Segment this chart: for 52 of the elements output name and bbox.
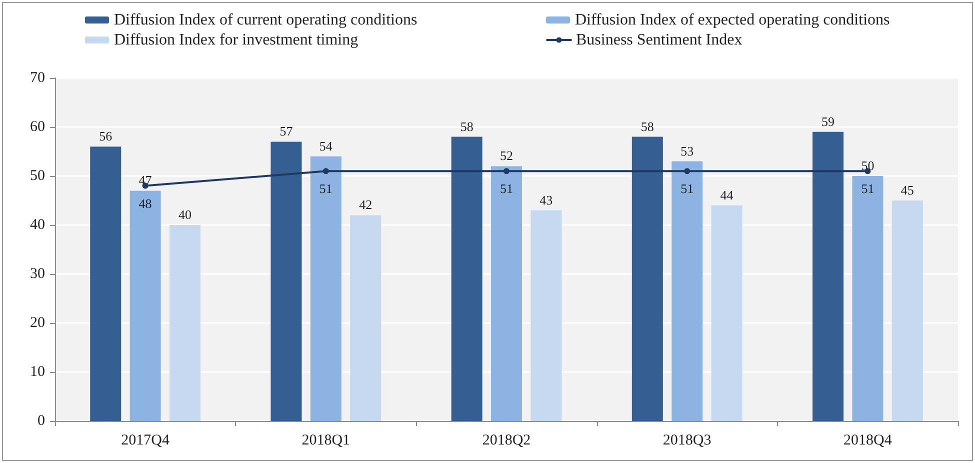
bar — [350, 215, 382, 421]
data-label: 50 — [861, 158, 874, 173]
data-label: 51 — [680, 181, 694, 196]
x-tick-label: 2018Q4 — [844, 432, 892, 448]
bar — [270, 142, 302, 421]
bar — [451, 136, 482, 421]
data-label: 53 — [680, 143, 694, 158]
legend-label: Diffusion Index of expected operating conditions — [575, 12, 890, 28]
y-tick-label: 50 — [30, 168, 45, 184]
y-tick-label: 70 — [30, 70, 45, 86]
y-tick-label: 30 — [30, 266, 45, 282]
legend-label: Business Sentiment Index — [576, 32, 742, 48]
bar — [812, 132, 844, 421]
bar — [892, 200, 923, 421]
bar — [169, 225, 200, 421]
data-label: 54 — [319, 138, 333, 154]
bar — [130, 190, 161, 421]
bar — [310, 156, 342, 421]
bar — [90, 146, 122, 421]
x-tick-label: 2018Q3 — [662, 432, 712, 448]
data-label: 51 — [319, 181, 332, 196]
y-tick-label: 60 — [30, 119, 45, 135]
bar — [491, 166, 522, 421]
y-tick-label: 40 — [30, 217, 45, 233]
data-label: 48 — [138, 196, 152, 211]
data-label: 44 — [720, 187, 734, 202]
bar — [852, 176, 884, 421]
data-label: 56 — [99, 128, 113, 144]
data-label: 47 — [138, 172, 152, 188]
data-label: 57 — [280, 124, 294, 139]
data-label: 59 — [822, 114, 835, 129]
bar — [672, 161, 703, 421]
data-label: 52 — [500, 148, 513, 164]
x-tick-label: 2017Q4 — [121, 432, 170, 448]
legend-label: Diffusion Index for investment timing — [114, 32, 358, 48]
legend-label: Diffusion Index of current operating conditions — [114, 12, 418, 28]
x-tick-label: 2018Q2 — [482, 432, 531, 448]
data-label: 51 — [500, 181, 513, 196]
bar — [530, 210, 562, 421]
data-label: 51 — [861, 181, 874, 196]
y-tick-label: 10 — [30, 364, 45, 380]
x-tick-label: 2018Q1 — [302, 432, 350, 448]
data-label: 45 — [900, 182, 914, 198]
bar — [632, 136, 663, 421]
data-label: 58 — [460, 118, 474, 134]
y-tick-label: 20 — [30, 315, 45, 331]
data-label: 58 — [640, 118, 654, 134]
bar — [711, 205, 742, 421]
data-label: 40 — [178, 207, 192, 222]
data-label: 42 — [359, 197, 372, 212]
data-label: 43 — [540, 192, 553, 208]
y-tick-label: 0 — [38, 413, 45, 429]
